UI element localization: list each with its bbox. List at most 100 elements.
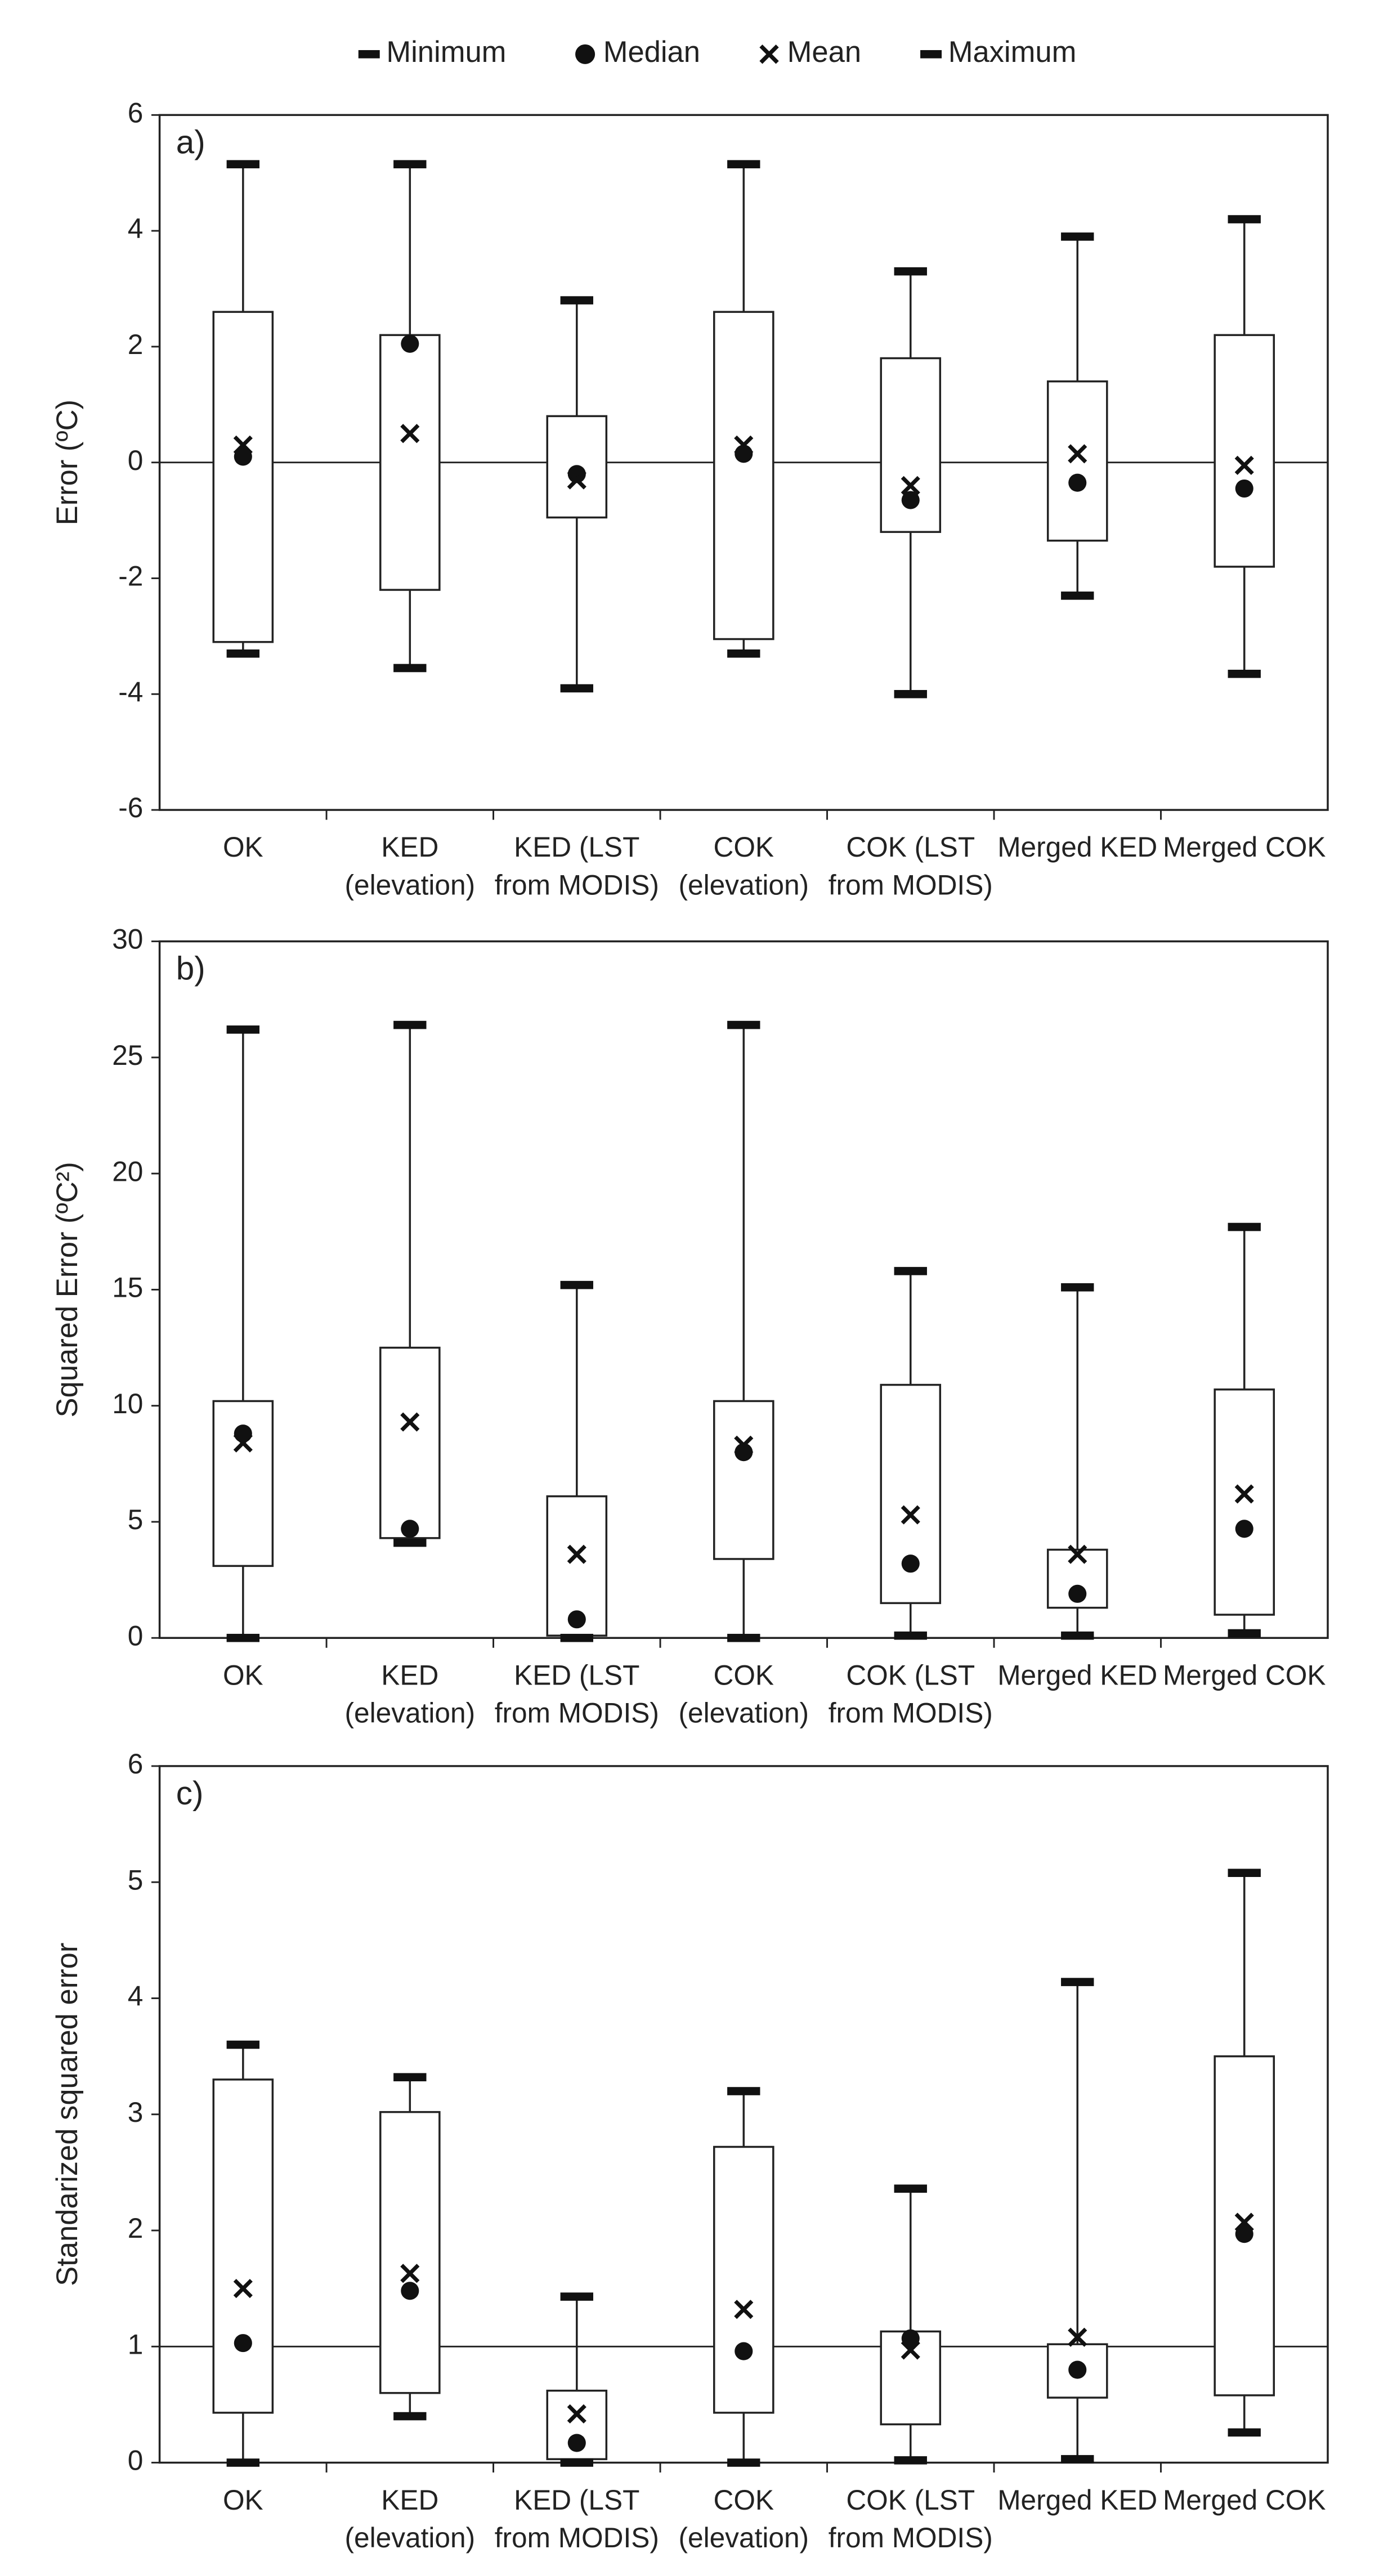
y-tick-label: -2 — [118, 561, 143, 592]
minimum-cap — [1228, 1629, 1261, 1638]
x-tick-label: Merged COK — [1163, 2484, 1326, 2516]
minimum-cap — [894, 1631, 927, 1640]
maximum-cap — [1061, 1978, 1094, 1986]
mean-marker — [567, 1544, 586, 1564]
maximum-cap — [894, 1267, 927, 1275]
box — [1046, 380, 1108, 542]
legend-label: Median — [603, 35, 700, 69]
x-tick-label: COK (LST — [846, 1659, 975, 1691]
median-marker — [567, 1610, 586, 1629]
legend-symbol — [920, 50, 942, 59]
median-marker — [1068, 2360, 1087, 2379]
maximum-cap — [560, 1280, 593, 1289]
x-tick-label: (elevation) — [344, 1697, 475, 1729]
x-tick-label: from MODIS) — [495, 2522, 659, 2553]
maximum-cap — [226, 2040, 260, 2049]
x-tick-label: from MODIS) — [829, 1697, 993, 1729]
minimum-cap — [393, 2412, 427, 2421]
x-tick-label: from MODIS) — [829, 2522, 993, 2553]
minimum-cap — [393, 1538, 427, 1547]
median-marker — [735, 2342, 753, 2360]
x-tick-label: Merged COK — [1163, 831, 1326, 863]
mean-marker — [400, 2264, 420, 2283]
maximum-cap — [1228, 1869, 1261, 1878]
y-tick-label: -6 — [118, 792, 143, 823]
mean-marker — [1068, 1544, 1087, 1564]
box — [713, 2145, 774, 2414]
mean-marker — [400, 424, 420, 443]
minimum-cap — [894, 2456, 927, 2465]
x-tick-label: KED (LST — [514, 831, 639, 863]
x-tick-label: KED — [381, 831, 438, 863]
mean-marker — [1068, 444, 1087, 464]
minimum-cap — [226, 649, 260, 658]
median-marker — [401, 334, 419, 353]
y-tick-label: 5 — [128, 1504, 144, 1535]
box — [212, 2078, 274, 2414]
mean-marker — [901, 1505, 920, 1525]
median-marker — [234, 1424, 252, 1443]
maximum-cap — [560, 296, 593, 304]
maximum-cap — [1061, 1283, 1094, 1292]
mean-marker — [901, 476, 920, 495]
y-tick-label: 0 — [128, 445, 144, 476]
x-tick-label: COK (LST — [846, 831, 975, 863]
y-tick-label: 4 — [128, 1981, 144, 2012]
x-tick-label: from MODIS) — [495, 1697, 659, 1729]
x-tick-label: KED — [381, 2484, 438, 2516]
x-tick-label: OK — [223, 2484, 263, 2516]
y-tick-label: 3 — [128, 2096, 144, 2128]
mean-marker — [734, 435, 754, 455]
box — [379, 2111, 441, 2394]
y-tick-label: 6 — [128, 97, 144, 128]
minimum-cap — [226, 1633, 260, 1642]
x-tick-label: COK (LST — [846, 2484, 975, 2516]
y-tick-label: 6 — [128, 1748, 144, 1780]
panel-label: c) — [176, 1775, 204, 1812]
x-tick-label: KED (LST — [514, 1659, 639, 1691]
minimum-cap — [1061, 1631, 1094, 1640]
x-tick-label: Merged KED — [997, 1659, 1157, 1691]
y-tick-label: 2 — [128, 329, 144, 360]
x-tick-label: from MODIS) — [829, 869, 993, 901]
y-tick-label: 5 — [128, 1864, 144, 1896]
mean-marker — [1068, 2327, 1087, 2347]
box — [379, 1346, 441, 1539]
maximum-cap — [393, 160, 427, 169]
median-marker — [1235, 479, 1253, 498]
median-marker — [401, 2282, 419, 2300]
median-marker — [1068, 473, 1087, 492]
mean-marker — [901, 2340, 920, 2360]
box — [212, 311, 274, 643]
median-marker — [901, 1554, 920, 1573]
x-tick-label: COK — [714, 1659, 774, 1691]
median-marker — [1235, 1520, 1253, 1538]
median-marker — [1068, 1584, 1087, 1603]
x-tick-label: (elevation) — [344, 869, 475, 901]
y-tick-label: 15 — [112, 1272, 143, 1303]
median-marker — [401, 1520, 419, 1538]
panel-label: b) — [176, 951, 205, 987]
y-tick-label: 20 — [112, 1155, 143, 1187]
x-tick-label: Merged COK — [1163, 1659, 1326, 1691]
mean-marker — [1234, 2212, 1254, 2232]
x-tick-label: COK — [714, 831, 774, 863]
box — [379, 334, 441, 591]
median-marker — [234, 2334, 252, 2353]
x-tick-label: Merged KED — [997, 2484, 1157, 2516]
x-tick-label: (elevation) — [678, 1697, 809, 1729]
box — [1214, 334, 1275, 568]
mean-marker — [1234, 1484, 1254, 1504]
maximum-cap — [226, 160, 260, 169]
median-marker — [567, 2434, 586, 2452]
maximum-cap — [560, 2292, 593, 2301]
maximum-cap — [1228, 215, 1261, 223]
minimum-cap — [1228, 2428, 1261, 2437]
minimum-cap — [560, 684, 593, 693]
x-tick-label: KED (LST — [514, 2484, 639, 2516]
x-tick-label: Merged KED — [997, 831, 1157, 863]
box — [1214, 1388, 1275, 1616]
x-tick-label: (elevation) — [678, 2522, 809, 2553]
x-tick-label: OK — [223, 831, 263, 863]
